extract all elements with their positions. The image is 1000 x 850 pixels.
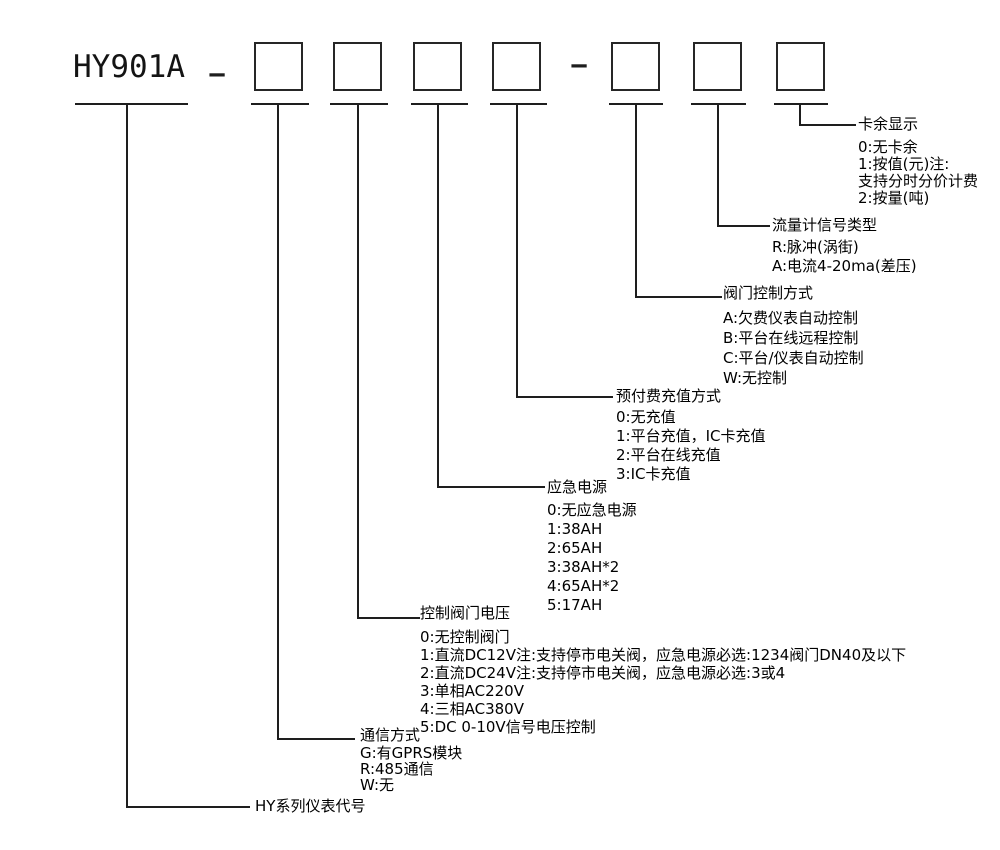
- code-box-3: [413, 42, 462, 91]
- label-group-flowmeter-signal: 流量计信号类型 R:脉冲(涡街) A:电流4-20ma(差压): [772, 218, 917, 276]
- underline-box-3: [411, 103, 468, 105]
- connector-group-1: [277, 738, 355, 740]
- option-line: 5:DC 0-10V信号电压控制: [420, 718, 596, 736]
- drop-line-box-3: [437, 103, 439, 488]
- drop-line-box-1: [277, 103, 279, 740]
- option-line: 5:17AH: [547, 596, 603, 614]
- group-options: A:欠费仪表自动控制 B:平台在线远程控制 C:平台/仪表自动控制 W:无控制: [723, 308, 864, 388]
- option-line: A:欠费仪表自动控制: [723, 309, 859, 327]
- group-options: 0:无充值 1:平台充值，IC卡充值 2:平台在线充值 3:IC卡充值: [616, 408, 766, 484]
- code-box-4: [492, 42, 541, 91]
- option-line: 2:直流DC24V注:支持停市电关阀，应急电源必选:3或4: [420, 664, 786, 682]
- option-line: 0:无控制阀门: [420, 628, 510, 646]
- option-line: 0:无应急电源: [547, 501, 637, 519]
- group-options: 0:无卡余 1:按值(元)注: 支持分时分价计费 2:按量(吨): [858, 139, 978, 207]
- option-line: R:脉冲(涡街): [772, 238, 859, 256]
- label-group-card-balance: 卡余显示 0:无卡余 1:按值(元)注: 支持分时分价计费 2:按量(吨): [858, 117, 978, 207]
- option-line: 1:38AH: [547, 520, 603, 538]
- option-line: C:平台/仪表自动控制: [723, 349, 864, 367]
- group-options: R:脉冲(涡街) A:电流4-20ma(差压): [772, 238, 917, 276]
- group-options: 0:无控制阀门 1:直流DC12V注:支持停市电关阀，应急电源必选:1234阀门…: [420, 628, 906, 736]
- group-title: 应急电源: [547, 478, 608, 496]
- option-line: 1:平台充值，IC卡充值: [616, 427, 766, 445]
- model-prefix: HY901A: [73, 49, 185, 85]
- option-line: 1:直流DC12V注:支持停市电关阀，应急电源必选:1234阀门DN40及以下: [420, 646, 907, 664]
- code-box-2: [333, 42, 382, 91]
- option-line: B:平台在线远程控制: [723, 329, 859, 347]
- group-title: 卡余显示: [858, 115, 919, 133]
- label-group-prepaid-recharge: 预付费充值方式 0:无充值 1:平台充值，IC卡充值 2:平台在线充值 3:IC…: [616, 389, 766, 484]
- dash-separator-1: -: [199, 50, 236, 96]
- underline-box-1: [251, 103, 309, 105]
- connector-group-3: [437, 486, 545, 488]
- option-line: 3:IC卡充值: [616, 465, 691, 483]
- underline-box-7: [774, 103, 828, 105]
- code-box-1: [254, 42, 303, 91]
- connector-base-label: [126, 806, 250, 808]
- option-line: 4:三相AC380V: [420, 700, 524, 718]
- drop-line-box-5: [635, 103, 637, 298]
- option-line: 2:平台在线充值: [616, 446, 721, 464]
- connector-group-7: [799, 124, 856, 126]
- option-line: 0:无充值: [616, 408, 676, 426]
- group-title: 通信方式: [360, 726, 421, 744]
- connector-group-5: [635, 296, 722, 298]
- label-group-emergency-power: 应急电源 0:无应急电源 1:38AH 2:65AH 3:38AH*2 4:65…: [547, 480, 637, 615]
- option-line: W:无控制: [723, 369, 788, 387]
- drop-line-box-7: [799, 103, 801, 126]
- drop-line-box-4: [516, 103, 518, 398]
- label-group-valve-control-mode: 阀门控制方式 A:欠费仪表自动控制 B:平台在线远程控制 C:平台/仪表自动控制…: [723, 286, 864, 388]
- option-line: G:有GPRS模块: [360, 744, 463, 762]
- option-line: A:电流4-20ma(差压): [772, 257, 917, 275]
- connector-group-6: [717, 225, 770, 227]
- code-box-7: [776, 42, 825, 91]
- drop-line-prefix: [126, 103, 128, 808]
- group-options: G:有GPRS模块 R:485通信 W:无: [360, 745, 462, 793]
- code-box-6: [693, 42, 742, 91]
- group-title: 预付费充值方式: [616, 387, 722, 405]
- underline-box-4: [490, 103, 547, 105]
- group-title: 控制阀门电压: [420, 604, 511, 622]
- option-line: 1:按值(元)注:: [858, 155, 950, 173]
- option-line: 2:65AH: [547, 539, 603, 557]
- option-line: R:485通信: [360, 760, 434, 778]
- group-title: 流量计信号类型: [772, 216, 878, 234]
- label-group-communication: 通信方式 G:有GPRS模块 R:485通信 W:无: [360, 726, 462, 794]
- group-title: 阀门控制方式: [723, 284, 814, 302]
- group-options: 0:无应急电源 1:38AH 2:65AH 3:38AH*2 4:65AH*2 …: [547, 501, 637, 615]
- connector-group-4: [516, 396, 613, 398]
- underline-box-2: [330, 103, 388, 105]
- drop-line-box-6: [717, 103, 719, 227]
- underline-prefix: [75, 103, 188, 105]
- code-box-5: [611, 42, 660, 91]
- option-line: 3:38AH*2: [547, 558, 620, 576]
- option-line: 0:无卡余: [858, 138, 918, 156]
- series-code-label: HY系列仪表代号: [255, 797, 366, 815]
- label-group-valve-voltage: 控制阀门电压 0:无控制阀门 1:直流DC12V注:支持停市电关阀，应急电源必选…: [420, 604, 906, 737]
- option-line: 3:单相AC220V: [420, 682, 524, 700]
- option-line: 支持分时分价计费: [858, 172, 979, 190]
- connector-group-2: [357, 617, 420, 619]
- option-line: 2:按量(吨): [858, 189, 930, 207]
- dash-separator-2: -: [561, 41, 598, 87]
- drop-line-box-2: [357, 103, 359, 619]
- option-line: W:无: [360, 776, 395, 794]
- option-line: 4:65AH*2: [547, 577, 620, 595]
